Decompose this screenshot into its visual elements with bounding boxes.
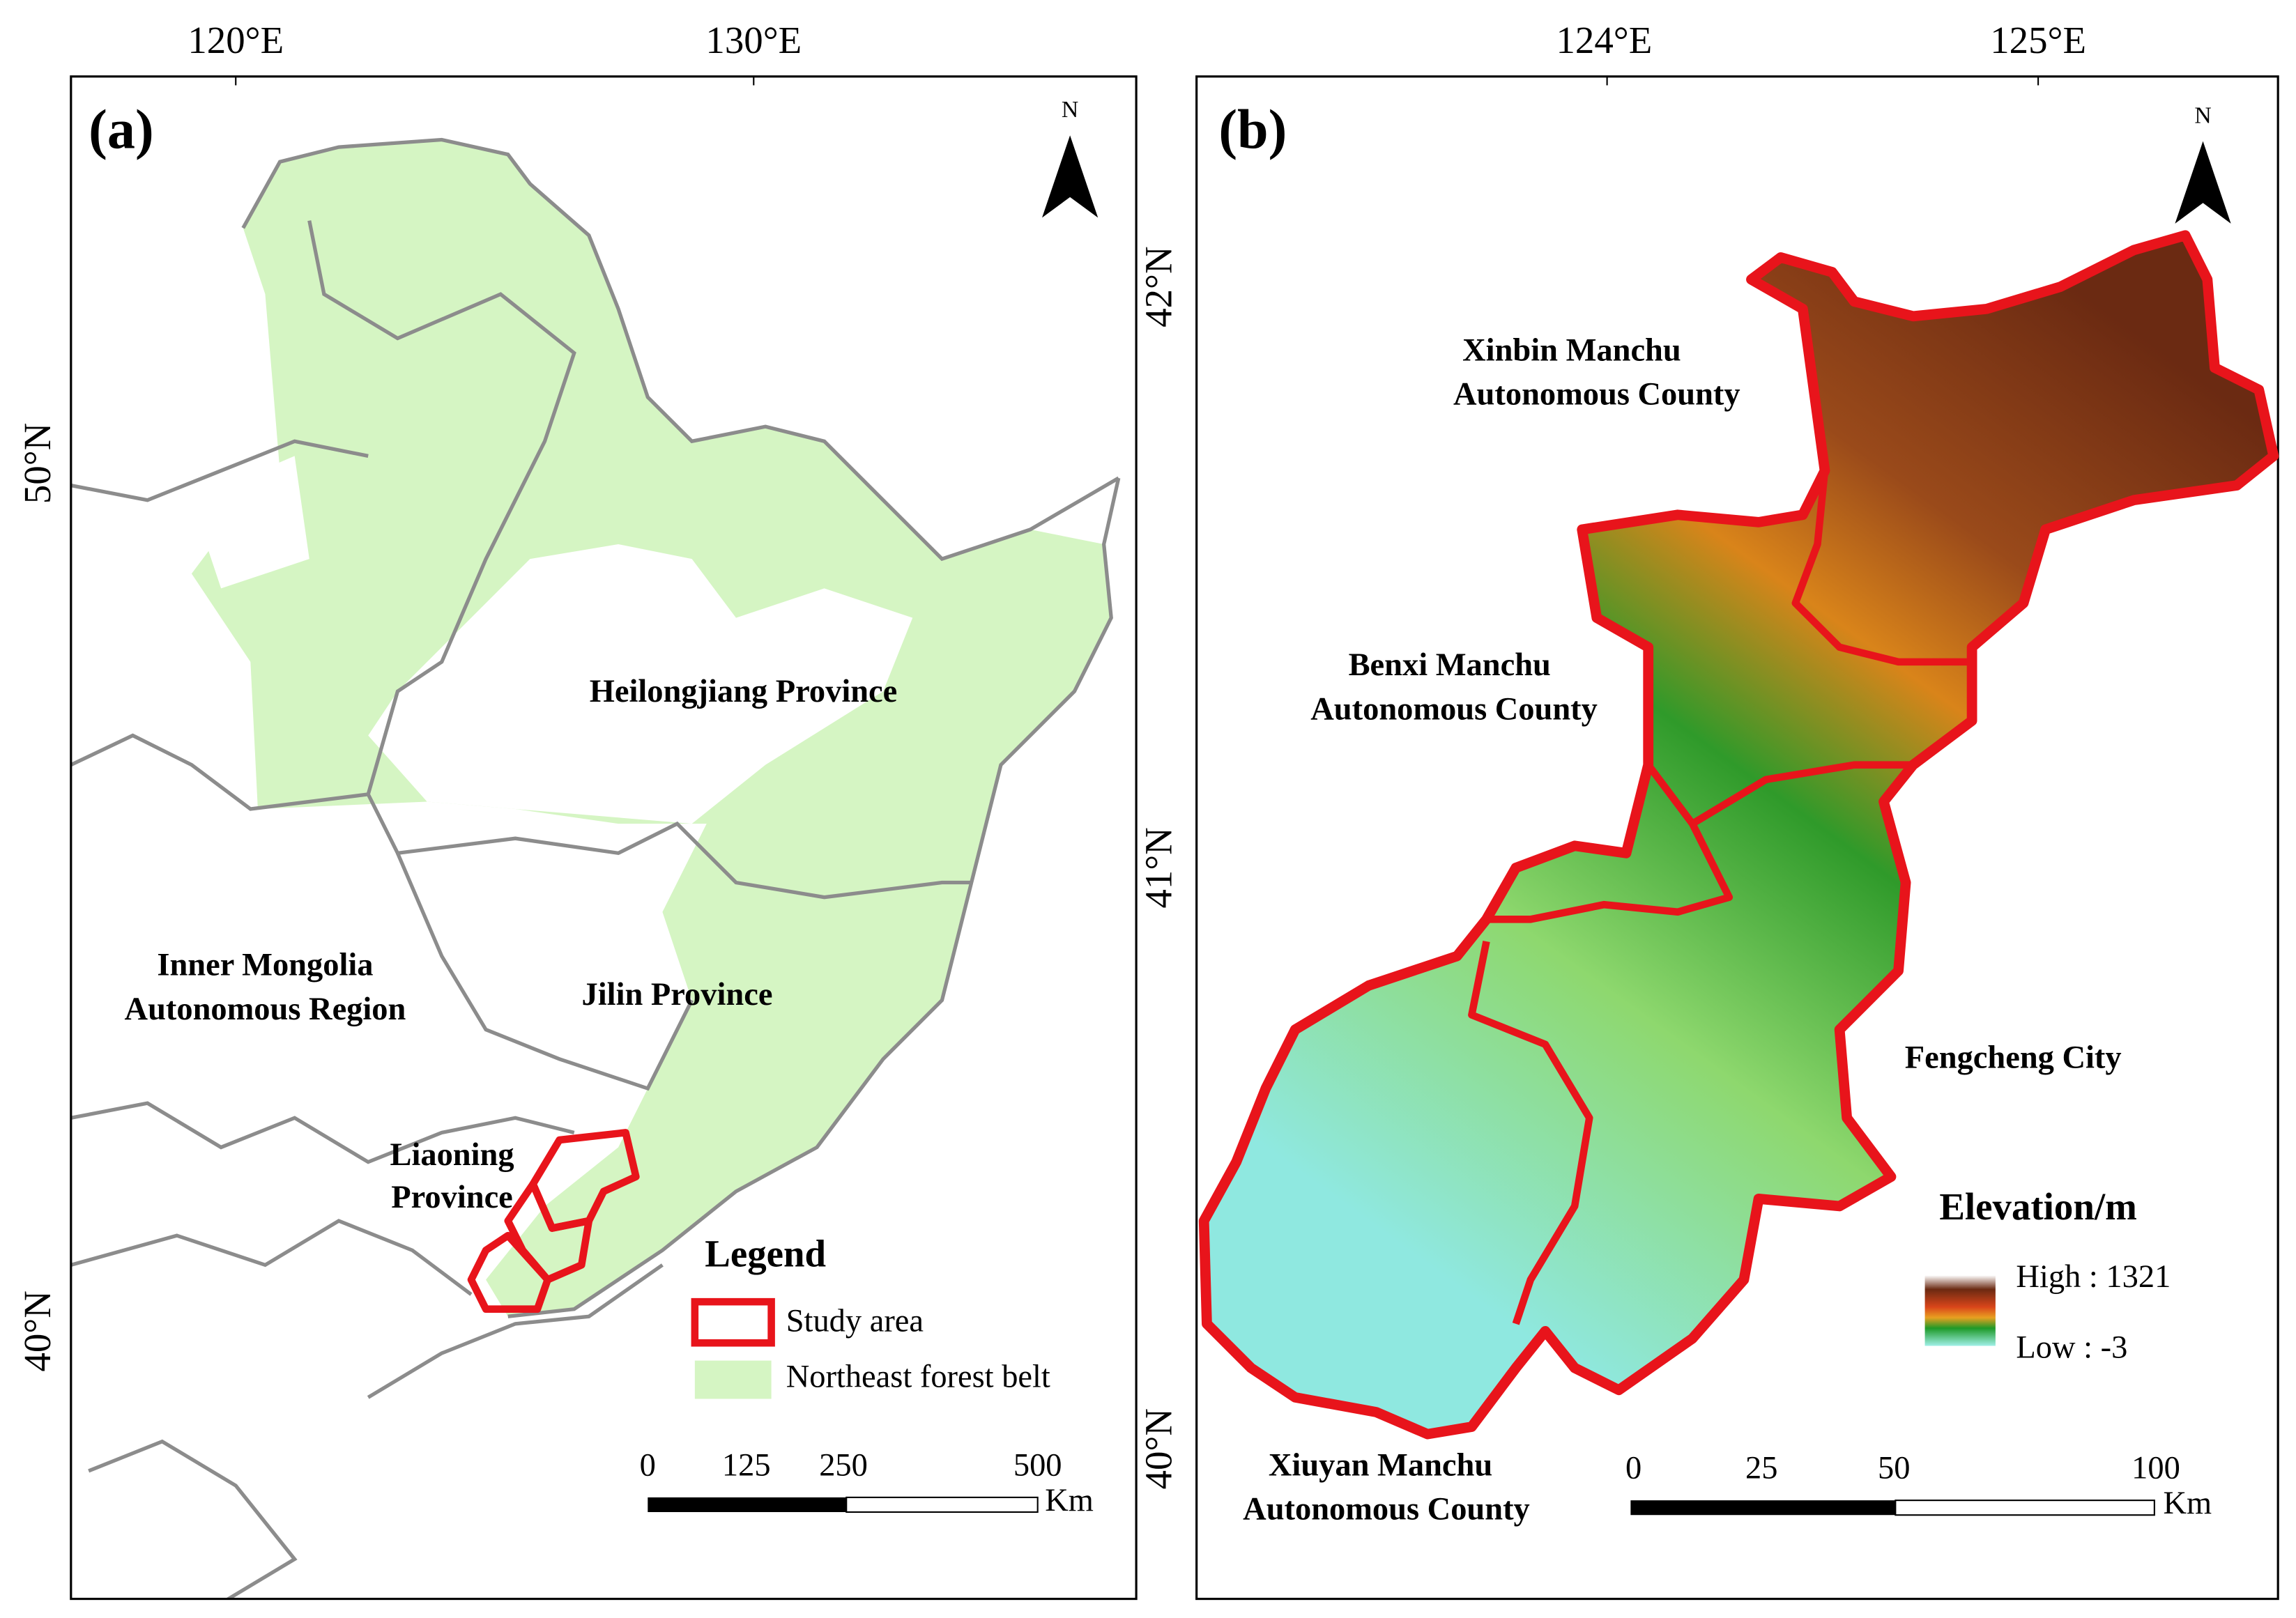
boundary — [396, 852, 694, 1091]
north-label: N — [2194, 103, 2211, 129]
scale-bar — [1895, 1500, 2155, 1516]
panel-label: (b) — [1218, 100, 1287, 161]
legend-label: Study area — [786, 1303, 924, 1339]
lat-label: 40°N — [16, 1290, 59, 1371]
region-label: Autonomous County — [1310, 691, 1598, 727]
boundary — [70, 1101, 575, 1164]
boundary — [70, 439, 369, 502]
region-label: Heilongjiang Province — [590, 674, 898, 709]
boundary — [88, 1439, 298, 1599]
region-label: Liaoning — [390, 1137, 514, 1173]
county-boundary — [1468, 940, 1593, 1325]
boundary — [367, 1263, 664, 1399]
study-area — [467, 1231, 552, 1313]
region-label: Xinbin Manchu — [1462, 332, 1681, 368]
boundary — [507, 477, 1121, 1318]
scale-label: 500 — [1013, 1447, 1062, 1483]
region-label: Fengcheng City — [1905, 1040, 2122, 1076]
scale-label: 250 — [819, 1447, 868, 1483]
scale-unit: Km — [2164, 1486, 2212, 1521]
lat-label: 42°N — [1138, 246, 1180, 327]
scale-label: 0 — [640, 1447, 656, 1483]
legend-label: Northeast forest belt — [786, 1359, 1050, 1395]
region-label: Province — [391, 1180, 513, 1215]
scale-unit: Km — [1045, 1483, 1094, 1518]
legend-title: Elevation/m — [1939, 1185, 2137, 1228]
scale-label: 25 — [1745, 1451, 1777, 1486]
region-label: Benxi Manchu — [1349, 647, 1551, 683]
region-label: Autonomous County — [1243, 1492, 1530, 1527]
scale-bar — [648, 1497, 847, 1513]
legend-swatch — [694, 1360, 772, 1399]
region-label: Autonomous Region — [125, 992, 406, 1027]
region-label: Autonomous County — [1453, 377, 1740, 413]
region-label: Jilin Province — [582, 977, 773, 1012]
region-label: Xiuyan Manchu — [1269, 1447, 1492, 1483]
region-label: Inner Mongolia — [157, 948, 373, 983]
lon-label: 130°E — [705, 19, 802, 61]
legend-label: High : 1321 — [2016, 1259, 2171, 1295]
legend-swatch — [691, 1297, 775, 1347]
boundary — [307, 220, 972, 900]
study-area — [504, 1180, 593, 1284]
boundary — [70, 733, 369, 811]
boundary — [241, 137, 1120, 562]
frame — [1195, 75, 2279, 1601]
legend-label: Low : -3 — [2016, 1330, 2127, 1365]
scale-label: 100 — [2132, 1451, 2180, 1486]
lon-label: 125°E — [1990, 19, 2086, 61]
lat-label: 41°N — [1138, 827, 1180, 908]
scale-bar — [1630, 1500, 1896, 1516]
panel-label: (a) — [89, 100, 154, 161]
scale-label: 125 — [722, 1447, 771, 1483]
scale-label: 50 — [1878, 1451, 1910, 1486]
scale-bar — [845, 1496, 1039, 1513]
lat-label: 50°N — [16, 423, 59, 504]
terrain — [1198, 230, 2279, 1440]
non-forest — [191, 456, 309, 589]
legend-title: Legend — [705, 1232, 826, 1274]
map-a — [70, 137, 1121, 1599]
lon-label: 124°E — [1556, 19, 1652, 61]
non-forest — [368, 544, 913, 824]
north-arrow — [2175, 141, 2231, 224]
frame — [70, 75, 1138, 1601]
county-boundary — [1690, 761, 1913, 827]
elevation-ramp — [1924, 1275, 1996, 1346]
lat-label: 40°N — [1138, 1408, 1180, 1489]
north-label: N — [1062, 97, 1078, 123]
north-arrow — [1042, 135, 1099, 218]
county-boundary — [1791, 470, 1973, 666]
lon-label: 120°E — [187, 19, 284, 61]
boundary — [70, 1219, 473, 1296]
scale-label: 0 — [1625, 1451, 1641, 1486]
